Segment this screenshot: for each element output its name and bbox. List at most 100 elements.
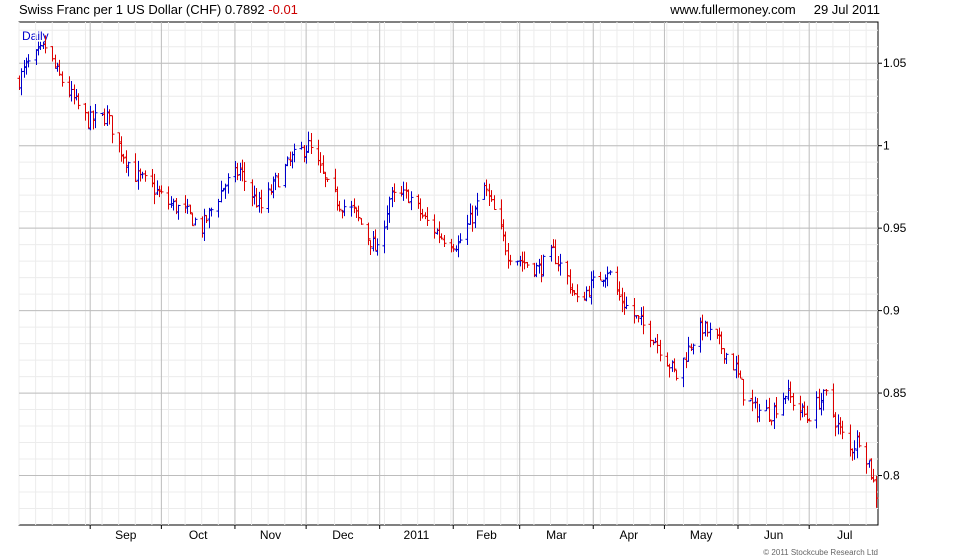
ohlc-bar bbox=[691, 343, 696, 355]
ohlc-bar bbox=[605, 266, 610, 287]
ohlc-bar bbox=[565, 260, 570, 285]
ohlc-bar bbox=[318, 152, 323, 173]
ohlc-bar bbox=[686, 336, 691, 362]
ohlc-bar bbox=[19, 68, 24, 96]
ohlc-bar bbox=[587, 285, 592, 298]
ohlc-bar bbox=[238, 162, 243, 181]
ohlc-bar bbox=[489, 190, 494, 202]
ohlc-bar bbox=[382, 220, 387, 254]
ohlc-bar bbox=[689, 343, 694, 352]
ohlc-bar bbox=[119, 136, 124, 162]
ohlc-bar bbox=[833, 412, 838, 437]
ohlc-bar bbox=[639, 307, 644, 326]
ohlc-bar bbox=[337, 200, 342, 212]
ohlc-bar bbox=[501, 219, 506, 242]
ohlc-bar bbox=[171, 198, 176, 211]
ohlc-bar bbox=[292, 143, 297, 163]
ohlc-bar bbox=[385, 205, 390, 230]
ohlc-bar bbox=[456, 235, 461, 258]
ohlc-bar bbox=[681, 357, 686, 388]
x-tick-label: Mar bbox=[546, 528, 567, 542]
y-tick-label: 0.8 bbox=[883, 469, 900, 483]
x-tick-label: Sep bbox=[115, 528, 137, 542]
chart-date: 29 Jul 2011 bbox=[813, 2, 880, 17]
last-price: 0.7892 bbox=[224, 2, 265, 17]
ohlc-bar bbox=[124, 150, 129, 173]
ohlc-bar bbox=[93, 103, 98, 129]
ohlc-bar bbox=[235, 162, 240, 181]
ohlc-bar bbox=[800, 403, 805, 418]
ohlc-bar bbox=[373, 229, 378, 251]
ohlc-bar bbox=[356, 205, 361, 222]
ohlc-bar bbox=[764, 399, 769, 412]
ohlc-bar bbox=[700, 314, 705, 341]
ohlc-bar bbox=[150, 168, 155, 188]
ohlc-bar bbox=[508, 254, 513, 266]
ohlc-bar bbox=[819, 392, 824, 416]
ohlc-bar bbox=[518, 255, 523, 267]
ohlc-bar bbox=[43, 35, 48, 54]
ohlc-bar bbox=[667, 363, 672, 378]
ohlc-bar bbox=[226, 173, 231, 194]
ohlc-bar bbox=[423, 212, 428, 220]
ohlc-bar bbox=[420, 208, 425, 219]
ohlc-bar bbox=[276, 173, 281, 188]
x-tick-label: Oct bbox=[189, 528, 208, 542]
ohlc-bar bbox=[767, 397, 772, 422]
y-tick-label: 0.85 bbox=[883, 386, 907, 400]
x-tick-label: May bbox=[690, 528, 713, 542]
ohlc-bar bbox=[425, 207, 430, 227]
ohlc-bar bbox=[359, 218, 364, 225]
ohlc-bar bbox=[354, 207, 359, 218]
ohlc-bar bbox=[368, 239, 373, 255]
ohlc-bar bbox=[435, 228, 440, 235]
y-tick-label: 1 bbox=[883, 139, 890, 153]
ohlc-bar bbox=[788, 381, 793, 404]
ohlc-bar bbox=[432, 214, 437, 239]
ohlc-bar bbox=[774, 396, 779, 419]
ohlc-bar bbox=[240, 159, 245, 182]
ohlc-bar bbox=[183, 195, 188, 214]
ohlc-bar bbox=[288, 151, 293, 166]
ohlc-bar bbox=[223, 183, 228, 199]
ohlc-bar bbox=[698, 317, 703, 353]
ohlc-bar bbox=[636, 314, 641, 323]
ohlc-bar bbox=[185, 198, 190, 214]
ohlc-bar bbox=[748, 399, 753, 402]
plot-frame bbox=[18, 21, 879, 526]
ohlc-bar bbox=[484, 179, 489, 197]
ohlc-bar bbox=[335, 186, 340, 211]
ohlc-bar bbox=[36, 41, 41, 56]
ohlc-bar bbox=[807, 418, 812, 422]
ohlc-bar bbox=[641, 306, 646, 335]
ohlc-bar bbox=[392, 183, 397, 202]
ohlc-bar bbox=[617, 281, 622, 301]
ohlc-bar bbox=[143, 170, 148, 182]
ohlc-bar bbox=[556, 256, 561, 272]
x-tick-label: Jul bbox=[837, 528, 852, 542]
ohlc-bar bbox=[568, 269, 573, 294]
ohlc-bar bbox=[817, 388, 822, 410]
ohlc-bar bbox=[136, 160, 141, 190]
ohlc-bar bbox=[209, 207, 214, 217]
ohlc-bar bbox=[532, 262, 537, 278]
ohlc-bar bbox=[24, 57, 29, 75]
ohlc-bar bbox=[442, 234, 447, 247]
ohlc-bar bbox=[105, 105, 110, 127]
ohlc-bar bbox=[254, 187, 259, 208]
ohlc-bar bbox=[541, 254, 546, 277]
x-tick-label: Nov bbox=[260, 528, 281, 542]
ohlc-bar bbox=[724, 352, 729, 364]
ohlc-bar bbox=[439, 233, 444, 240]
ohlc-bar bbox=[506, 243, 511, 269]
ohlc-bar bbox=[74, 89, 79, 101]
ohlc-bar bbox=[404, 182, 409, 199]
ohlc-bar bbox=[349, 200, 354, 217]
ohlc-bar bbox=[750, 389, 755, 412]
ohlc-bar bbox=[869, 458, 874, 480]
ohlc-bar bbox=[665, 352, 670, 367]
ohlc-bar bbox=[316, 139, 321, 166]
ohlc-bar bbox=[193, 217, 198, 226]
ohlc-bar bbox=[620, 287, 625, 313]
